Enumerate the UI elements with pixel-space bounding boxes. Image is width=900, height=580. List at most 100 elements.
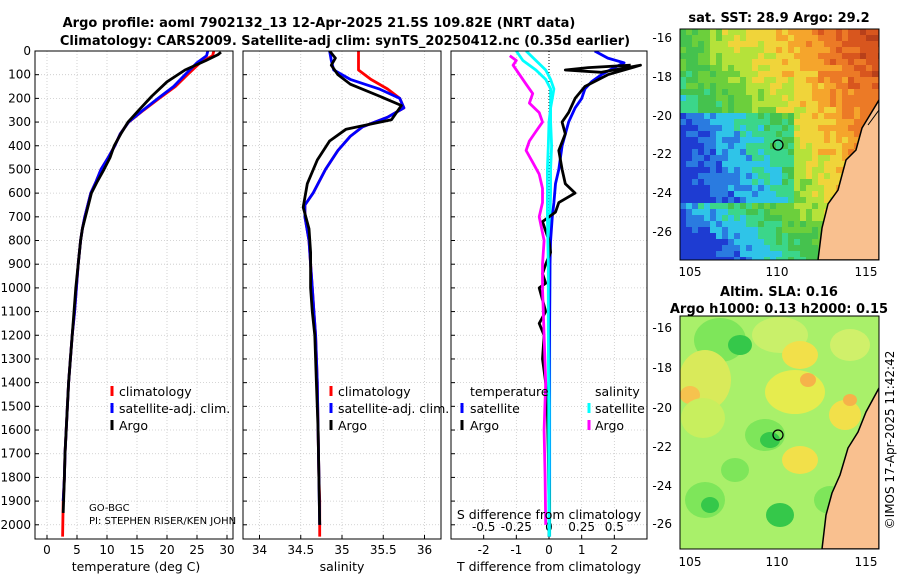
legend-climatology-label: climatology (338, 384, 411, 399)
sst-cell (716, 173, 722, 179)
sst-cell (824, 53, 830, 59)
sst-cell (692, 185, 698, 191)
difference-legend: temperature salinity satellite Argo sate… (460, 384, 645, 433)
sst-cell (776, 77, 782, 83)
sst-cell (842, 29, 848, 35)
sst-cell (686, 227, 692, 233)
sst-cell (794, 155, 800, 161)
sst-cell (812, 209, 818, 215)
difference-panel: -2 -1 0 1 2-0.5 -0.25 0 0.25 0.5 (450, 50, 648, 557)
sst-cell (734, 59, 740, 65)
sst-cell (710, 233, 716, 239)
sst-cell (728, 83, 734, 89)
sst-cell (806, 245, 812, 251)
sst-cell (866, 65, 872, 71)
sst-cell (686, 53, 692, 59)
sst-cell (806, 83, 812, 89)
sst-cell (866, 53, 872, 59)
sst-cell (722, 227, 728, 233)
sst-cell (740, 131, 746, 137)
sst-cell (788, 143, 794, 149)
sst-cell (710, 245, 716, 251)
sst-cell (818, 41, 824, 47)
argo-location-marker (772, 139, 784, 151)
sst-cell (806, 155, 812, 161)
sst-cell (806, 119, 812, 125)
legend-sal-satellite-label: satellite (595, 401, 645, 416)
sst-cell (794, 53, 800, 59)
sst-cell (722, 197, 728, 203)
sst-cell (800, 101, 806, 107)
sst-cell (842, 89, 848, 95)
sst-cell (710, 119, 716, 125)
sst-cell (734, 119, 740, 125)
sst-cell (794, 167, 800, 173)
sst-cell (806, 221, 812, 227)
sst-cell (860, 35, 866, 41)
sst-cell (836, 149, 842, 155)
sst-cell (800, 185, 806, 191)
sst-cell (764, 167, 770, 173)
sst-cell (824, 119, 830, 125)
sst-cell (758, 227, 764, 233)
sst-cell (824, 197, 830, 203)
sst-cell (716, 113, 722, 119)
sst-cell (716, 209, 722, 215)
sst-cell (746, 173, 752, 179)
sst-cell (710, 185, 716, 191)
sst-cell (710, 59, 716, 65)
sst-cell (698, 215, 704, 221)
sst-cell (842, 35, 848, 41)
sst-cell (698, 161, 704, 167)
sst-ytick: -20 (652, 109, 672, 123)
sla-map-frame (679, 315, 880, 550)
sst-cell (794, 119, 800, 125)
sst-map-frame (679, 28, 880, 261)
sst-cell (758, 191, 764, 197)
sst-cell (710, 173, 716, 179)
sst-cell (794, 95, 800, 101)
sst-cell (842, 155, 848, 161)
sst-cell (854, 137, 860, 143)
sst-cell (818, 149, 824, 155)
sst-cell (860, 41, 866, 47)
sst-cell (746, 59, 752, 65)
sst-cell (794, 107, 800, 113)
sst-cell (782, 119, 788, 125)
sst-cell (806, 251, 812, 257)
sst-cell (686, 167, 692, 173)
sst-cell (758, 173, 764, 179)
sst-cell (698, 233, 704, 239)
sst-cell (830, 125, 836, 131)
sst-cell (722, 113, 728, 119)
sst-cell (734, 227, 740, 233)
sst-cell (788, 203, 794, 209)
sst-cell (788, 35, 794, 41)
sla-xtick: 105 (679, 555, 702, 569)
sst-cell (806, 53, 812, 59)
sst-cell (740, 233, 746, 239)
sst-cell (806, 113, 812, 119)
sst-cell (836, 41, 842, 47)
sst-cell (734, 53, 740, 59)
sst-cell (728, 77, 734, 83)
series-line-salinity-argo (508, 54, 548, 525)
sst-cell (812, 215, 818, 221)
x-tick-label: 1 (578, 543, 586, 557)
sst-cell (794, 179, 800, 185)
sst-cell (830, 53, 836, 59)
sst-cell (692, 71, 698, 77)
sst-cell (770, 95, 776, 101)
sst-cell (740, 65, 746, 71)
sst-cell (710, 161, 716, 167)
sst-cell (752, 71, 758, 77)
sst-map-ticks: 105 110 115 -16 -18 -20 -22 -24 -26 (652, 31, 877, 279)
sst-cell (758, 239, 764, 245)
sst-cell (818, 221, 824, 227)
sst-cell (740, 143, 746, 149)
sst-cell (854, 53, 860, 59)
x-tick-label: 5 (73, 543, 81, 557)
sst-cell (770, 119, 776, 125)
sst-cell (758, 251, 764, 257)
sst-cell (698, 95, 704, 101)
